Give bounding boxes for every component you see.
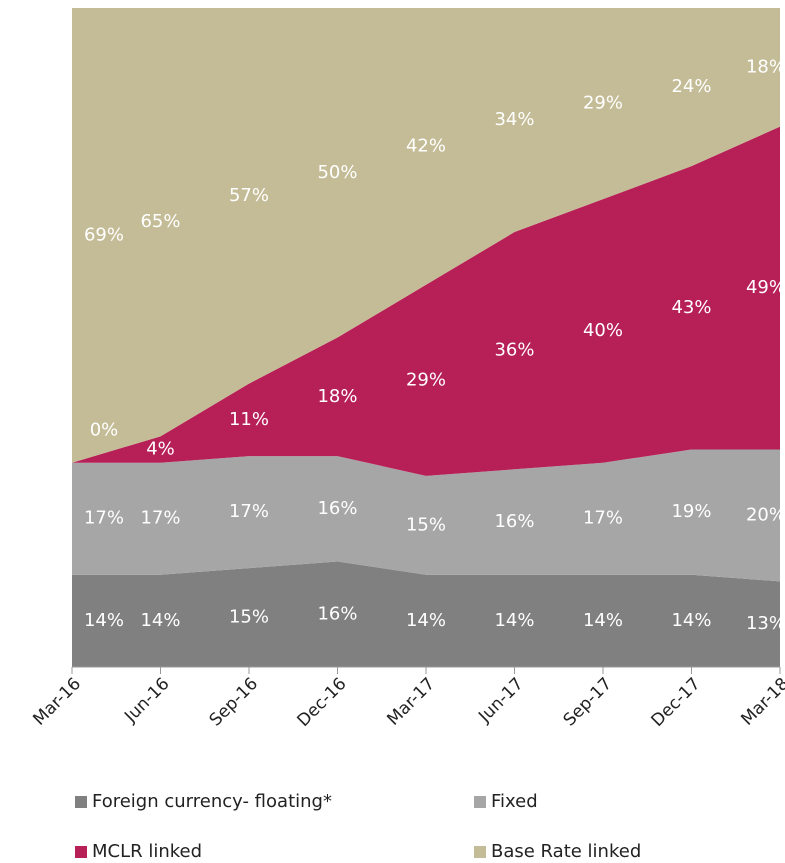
value-label: 18%	[317, 386, 357, 407]
x-tick-label: Jun-17	[474, 674, 527, 727]
value-label: 19%	[671, 501, 711, 522]
value-label: 14%	[671, 610, 711, 631]
value-label: 29%	[406, 369, 446, 390]
legend-label: Base Rate linked	[491, 841, 641, 862]
value-label: 16%	[317, 498, 357, 519]
area	[72, 8, 780, 463]
area	[72, 449, 780, 582]
area	[72, 561, 780, 667]
value-label: 65%	[140, 211, 180, 232]
value-label: 29%	[583, 93, 623, 114]
value-label: 17%	[229, 501, 269, 522]
legend-label: Foreign currency- floating*	[92, 791, 332, 812]
area	[72, 126, 780, 476]
value-label: 50%	[317, 162, 357, 183]
value-label: 4%	[146, 439, 175, 460]
x-tick-label: Sep-17	[560, 674, 616, 730]
value-label: 14%	[406, 610, 446, 631]
value-label: 24%	[671, 76, 711, 97]
value-label: 0%	[90, 420, 119, 441]
value-label: 15%	[406, 514, 446, 535]
value-label: 36%	[494, 340, 534, 361]
value-label: 34%	[494, 109, 534, 130]
value-label: 11%	[229, 409, 269, 430]
x-tick-label: Jun-16	[120, 674, 173, 727]
x-tick-label: Mar-17	[383, 674, 439, 730]
value-label: 42%	[406, 135, 446, 156]
x-tick-label: Sep-16	[206, 674, 262, 730]
value-label: 13%	[746, 613, 785, 634]
legend-label: MCLR linked	[92, 841, 202, 862]
value-label: 18%	[746, 56, 785, 77]
value-label: 14%	[583, 610, 623, 631]
value-label: 20%	[746, 504, 785, 525]
value-label: 14%	[84, 610, 124, 631]
value-label: 17%	[140, 508, 180, 529]
legend-label: Fixed	[491, 791, 538, 812]
value-label: 57%	[229, 185, 269, 206]
value-label: 17%	[583, 508, 623, 529]
legend-swatch	[75, 796, 87, 808]
value-label: 16%	[317, 603, 357, 624]
value-label: 16%	[494, 511, 534, 532]
value-label: 14%	[494, 610, 534, 631]
value-label: 49%	[746, 277, 785, 298]
value-label: 14%	[140, 610, 180, 631]
x-tick-label: Mar-16	[29, 674, 85, 730]
value-label: 69%	[84, 224, 124, 245]
value-label: 15%	[229, 607, 269, 628]
x-tick-label: Dec-16	[294, 674, 351, 731]
legend-swatch	[75, 846, 87, 858]
value-label: 17%	[84, 508, 124, 529]
x-tick-label: Mar-18	[737, 674, 785, 730]
value-label: 43%	[671, 297, 711, 318]
legend-swatch	[474, 796, 486, 808]
legend-swatch	[474, 846, 486, 858]
x-tick-label: Dec-17	[648, 674, 705, 731]
value-label: 40%	[583, 320, 623, 341]
